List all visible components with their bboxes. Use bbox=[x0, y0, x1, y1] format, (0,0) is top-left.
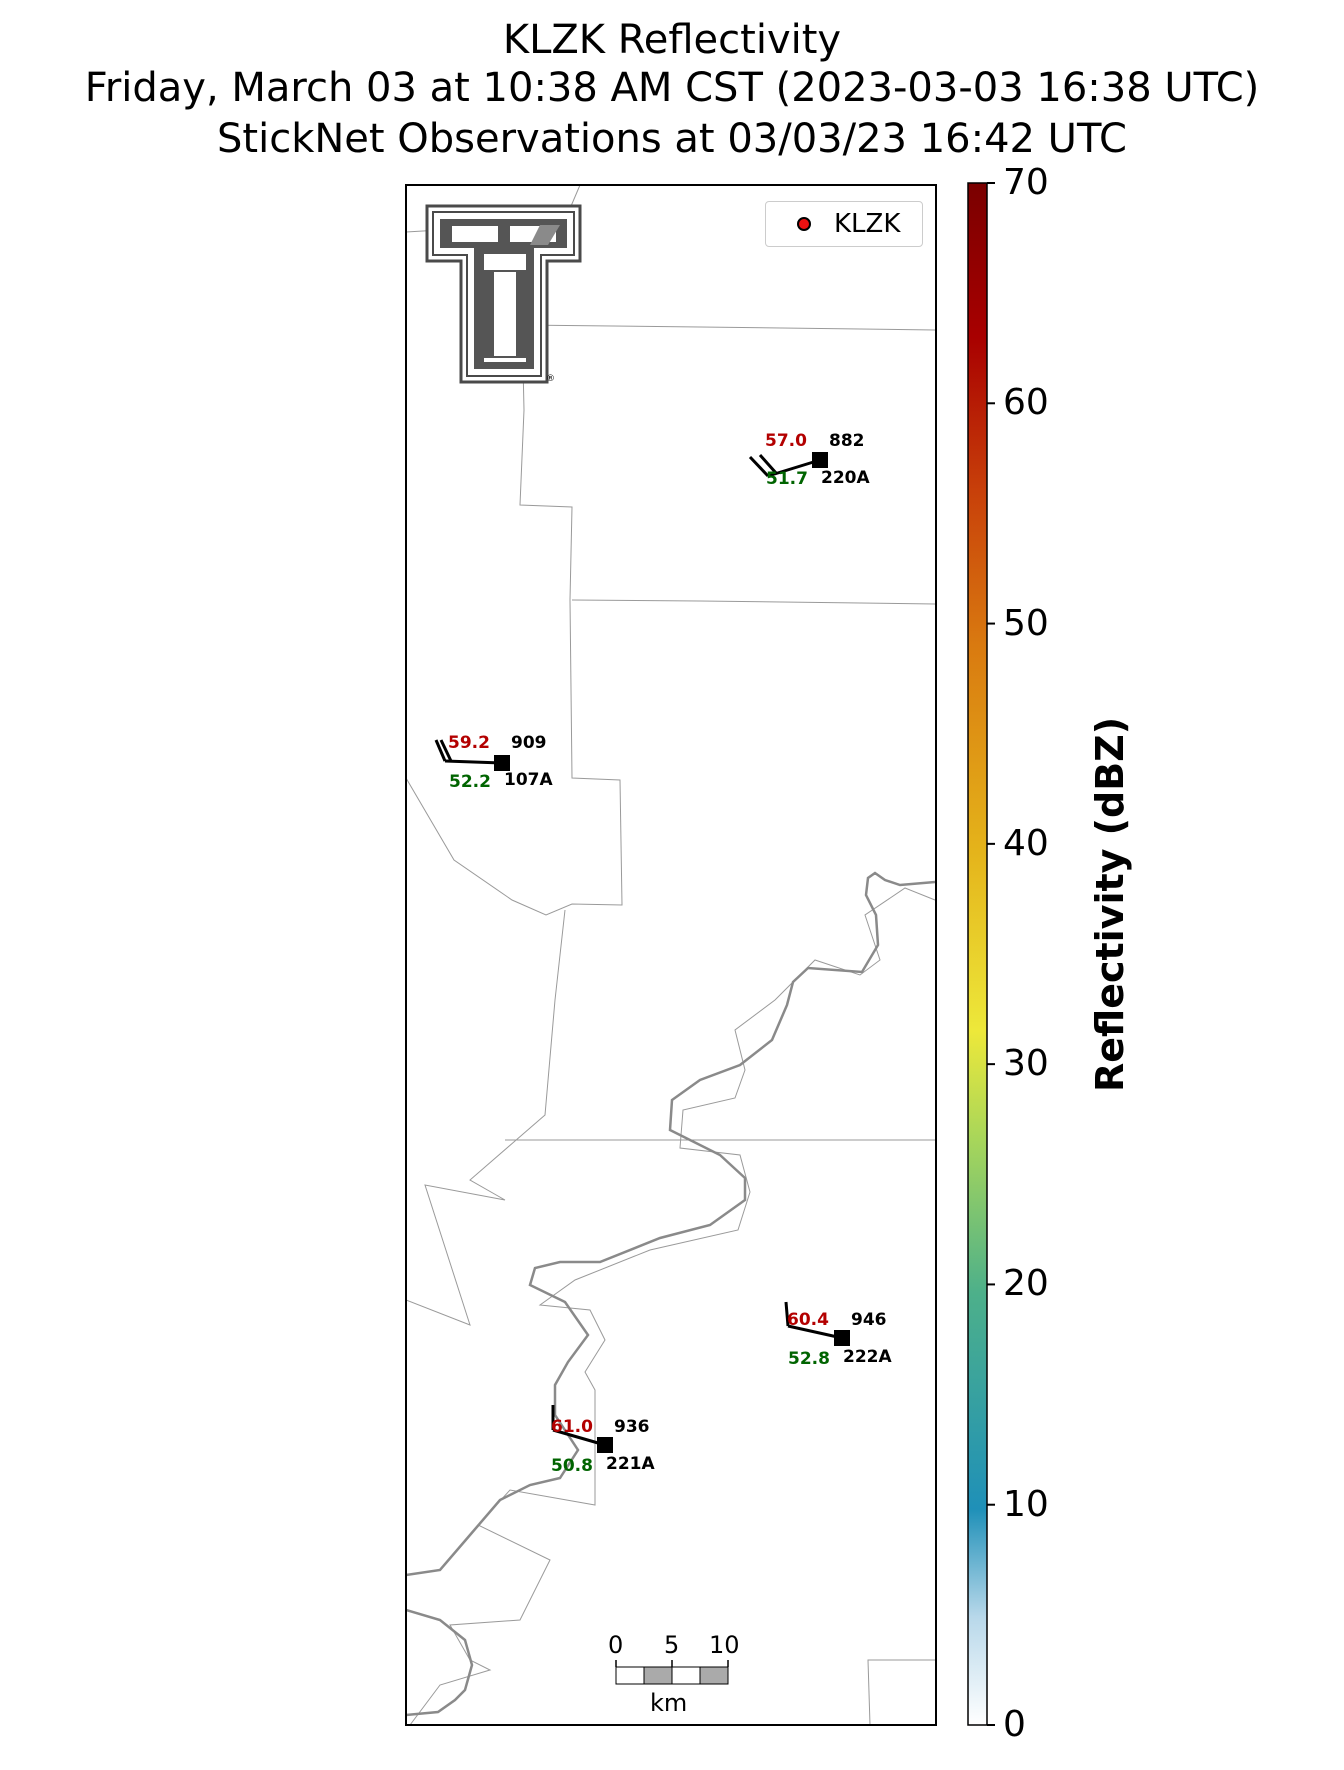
river-line bbox=[406, 871, 936, 1577]
colorbar-frame bbox=[967, 182, 988, 1726]
station-909-probe: 107A bbox=[504, 770, 553, 790]
colorbar-tick-label: 30 bbox=[1003, 1043, 1049, 1085]
station-946-barb bbox=[784, 1301, 843, 1340]
station-936-temp: 61.0 bbox=[551, 1417, 593, 1437]
station-909-temp: 59.2 bbox=[448, 733, 490, 753]
colorbar-label: Reflectivity (dBZ) bbox=[1088, 716, 1132, 1092]
colorbar-tick-label: 20 bbox=[1003, 1263, 1049, 1305]
texas-tech-double-t-logo bbox=[425, 204, 582, 384]
river-line-2 bbox=[406, 1608, 474, 1717]
title-line-3: StickNet Observations at 03/03/23 16:42 … bbox=[217, 116, 1127, 162]
station-936-id: 936 bbox=[614, 1417, 650, 1437]
station-882-dewpoint: 51.7 bbox=[766, 469, 808, 489]
scalebar-unit: km bbox=[650, 1689, 688, 1717]
colorbar-gradient bbox=[968, 183, 987, 1725]
station-946-id: 946 bbox=[851, 1310, 887, 1330]
scalebar-tick-0: 0 bbox=[608, 1631, 624, 1659]
colorbar-tick-label: 50 bbox=[1003, 602, 1049, 644]
title-line-1: KLZK Reflectivity bbox=[502, 17, 842, 63]
station-946-probe: 222A bbox=[843, 1347, 892, 1367]
station-909-id: 909 bbox=[511, 733, 547, 753]
registered-mark: ® bbox=[546, 374, 555, 384]
station-946-dewpoint: 52.8 bbox=[788, 1349, 830, 1369]
colorbar-ticks bbox=[987, 182, 995, 1726]
scalebar-tick-5: 5 bbox=[664, 1631, 680, 1659]
station-882-marker bbox=[812, 452, 828, 468]
colorbar-tick-label: 60 bbox=[1003, 382, 1049, 424]
station-936-dewpoint: 50.8 bbox=[551, 1456, 593, 1476]
colorbar-tick-label: 0 bbox=[1003, 1704, 1026, 1745]
station-882-id: 882 bbox=[829, 431, 865, 451]
scale-bar bbox=[615, 1660, 729, 1685]
station-946-temp: 60.4 bbox=[787, 1310, 829, 1330]
station-882-probe: 220A bbox=[821, 468, 870, 488]
station-946-marker bbox=[834, 1330, 850, 1346]
map-frame bbox=[405, 184, 937, 1726]
map-panel bbox=[406, 185, 936, 1725]
county-boundaries bbox=[406, 185, 936, 1725]
legend-label: KLZK bbox=[834, 209, 901, 239]
station-909-barb bbox=[434, 739, 503, 765]
station-909-dewpoint: 52.2 bbox=[449, 772, 491, 792]
station-909-marker bbox=[494, 755, 510, 771]
legend-marker bbox=[797, 217, 811, 231]
station-markers bbox=[494, 452, 850, 1453]
colorbar-tick-label: 10 bbox=[1003, 1483, 1049, 1525]
colorbar-tick-label: 70 bbox=[1003, 162, 1049, 203]
station-936-barb bbox=[551, 1405, 606, 1447]
station-882-barb bbox=[748, 454, 821, 478]
legend: KLZK bbox=[765, 201, 923, 247]
colorbar-tick-label: 40 bbox=[1003, 822, 1049, 864]
scalebar-tick-10: 10 bbox=[709, 1631, 740, 1659]
station-barbs bbox=[434, 454, 843, 1447]
station-882-temp: 57.0 bbox=[765, 431, 807, 451]
title-line-2: Friday, March 03 at 10:38 AM CST (2023-0… bbox=[84, 65, 1260, 111]
station-936-probe: 221A bbox=[606, 1454, 655, 1474]
station-936-marker bbox=[597, 1437, 613, 1453]
